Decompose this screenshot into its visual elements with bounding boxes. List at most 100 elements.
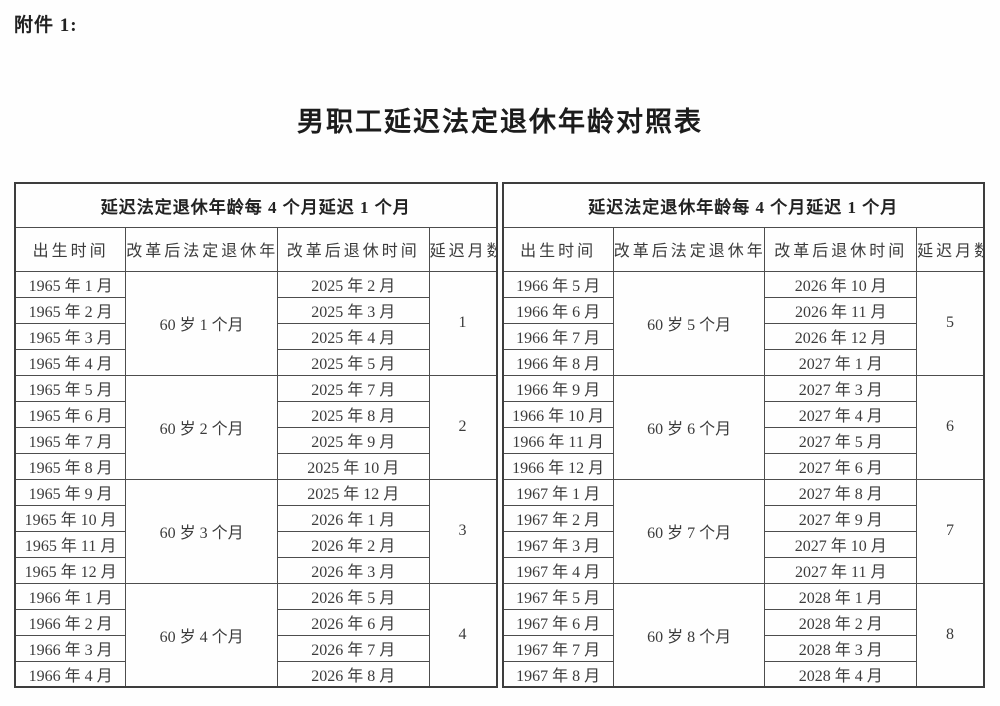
cell-delay-months: 4 — [428, 582, 498, 688]
cell-retirement-month: 2025 年 9 月 — [276, 426, 430, 454]
cell-birth-month: 1967 年 4 月 — [502, 556, 614, 584]
table-row: 1966 年 11 月 2027 年 5 月 — [502, 426, 985, 454]
cell-birth-month: 1965 年 10 月 — [14, 504, 127, 532]
cell-retirement-month: 2026 年 7 月 — [276, 634, 430, 662]
cell-birth-month: 1967 年 3 月 — [502, 530, 614, 558]
cell-delay-months: 3 — [428, 478, 498, 584]
cell-birth-month: 1965 年 11 月 — [14, 530, 127, 558]
cell-retirement-month: 2027 年 11 月 — [764, 556, 918, 584]
cell-retirement-month: 2026 年 12 月 — [764, 322, 918, 350]
table-row: 1966 年 8 月 2027 年 1 月 — [502, 348, 985, 376]
table-row: 1965 年 8 月 2025 年 10 月 — [14, 452, 497, 480]
table-group-header: 延迟法定退休年龄每 4 个月延迟 1 个月 — [502, 182, 985, 228]
table-row: 1966 年 10 月 2027 年 4 月 — [502, 400, 985, 428]
table-row: 1966 年 4 月 2026 年 8 月 — [14, 660, 497, 688]
cell-retirement-month: 2026 年 10 月 — [764, 270, 918, 298]
cell-retirement-month: 2028 年 2 月 — [764, 608, 918, 636]
cell-birth-month: 1966 年 7 月 — [502, 322, 614, 350]
table-row: 延迟法定退休年龄每 4 个月延迟 1 个月 — [502, 182, 985, 228]
cell-retirement-month: 2027 年 6 月 — [764, 452, 918, 480]
attachment-label: 附件 1: — [14, 15, 78, 36]
cell-retirement-month: 2027 年 10 月 — [764, 530, 918, 558]
cell-retirement-month: 2026 年 5 月 — [276, 582, 430, 610]
cell-birth-month: 1967 年 7 月 — [502, 634, 614, 662]
table-body-right: 1966 年 5 月 60 岁 5 个月 2026 年 10 月 5 1966 年 6 … — [502, 270, 985, 688]
cell-retirement-age: 60 岁 1 个月 — [125, 270, 278, 376]
retirement-table-right: 延迟法定退休年龄每 4 个月延迟 1 个月 出生时间 改革后法定退休年龄 改革后… — [501, 182, 985, 688]
table-row: 1965 年 10 月 2026 年 1 月 — [14, 504, 497, 532]
cell-birth-month: 1966 年 4 月 — [14, 660, 127, 688]
cell-retirement-month: 2026 年 1 月 — [276, 504, 430, 532]
cell-birth-month: 1965 年 7 月 — [14, 426, 127, 454]
table-row: 1965 年 3 月 2025 年 4 月 — [14, 322, 497, 350]
column-header-birth-time: 出生时间 — [502, 226, 614, 272]
cell-retirement-month: 2028 年 3 月 — [764, 634, 918, 662]
cell-retirement-age: 60 岁 8 个月 — [612, 582, 766, 688]
table-row: 1965 年 6 月 2025 年 8 月 — [14, 400, 497, 428]
cell-retirement-age: 60 岁 5 个月 — [612, 270, 766, 376]
table-body-left: 1965 年 1 月 60 岁 1 个月 2025 年 2 月 1 1965 年 2 月… — [14, 270, 498, 688]
column-header-retirement-time: 改革后退休时间 — [764, 226, 918, 272]
table-row: 延迟法定退休年龄每 4 个月延迟 1 个月 — [14, 182, 497, 228]
cell-retirement-month: 2027 年 5 月 — [764, 426, 918, 454]
cell-delay-months: 5 — [916, 270, 985, 376]
cell-delay-months: 7 — [916, 478, 985, 584]
cell-retirement-month: 2025 年 5 月 — [276, 348, 430, 376]
cell-birth-month: 1965 年 6 月 — [14, 400, 127, 428]
cell-retirement-month: 2028 年 4 月 — [764, 660, 918, 688]
cell-birth-month: 1967 年 2 月 — [502, 504, 614, 532]
cell-retirement-month: 2027 年 8 月 — [764, 478, 918, 506]
cell-birth-month: 1966 年 6 月 — [502, 296, 614, 324]
cell-retirement-month: 2026 年 6 月 — [276, 608, 430, 636]
table-row: 1965 年 7 月 2025 年 9 月 — [14, 426, 497, 454]
cell-birth-month: 1966 年 12 月 — [502, 452, 614, 480]
retirement-table-left: 延迟法定退休年龄每 4 个月延迟 1 个月 出生时间 改革后法定退休年龄 改革后… — [14, 182, 498, 688]
cell-birth-month: 1965 年 8 月 — [14, 452, 127, 480]
cell-birth-month: 1967 年 1 月 — [502, 478, 614, 506]
cell-retirement-month: 2026 年 11 月 — [764, 296, 918, 324]
cell-retirement-month: 2026 年 3 月 — [276, 556, 430, 584]
cell-delay-months: 8 — [916, 582, 985, 688]
cell-delay-months: 2 — [428, 374, 498, 480]
table-row: 1966 年 2 月 2026 年 6 月 — [14, 608, 497, 636]
cell-retirement-month: 2025 年 4 月 — [276, 322, 430, 350]
cell-retirement-month: 2026 年 8 月 — [276, 660, 430, 688]
column-header-retirement-age: 改革后法定退休年龄 — [125, 226, 278, 272]
cell-birth-month: 1965 年 12 月 — [14, 556, 127, 584]
table-row: 1967 年 8 月 2028 年 4 月 — [502, 660, 985, 688]
cell-retirement-month: 2025 年 2 月 — [276, 270, 430, 298]
cell-birth-month: 1966 年 2 月 — [14, 608, 127, 636]
table-row: 1967 年 7 月 2028 年 3 月 — [502, 634, 985, 662]
cell-birth-month: 1965 年 9 月 — [14, 478, 127, 506]
table-row: 1966 年 6 月 2026 年 11 月 — [502, 296, 985, 324]
cell-birth-month: 1967 年 6 月 — [502, 608, 614, 636]
table-row: 出生时间 改革后法定退休年龄 改革后退休时间 延迟月数 — [502, 226, 985, 272]
column-header-delay-months: 延迟月数 — [428, 226, 498, 272]
cell-birth-month: 1966 年 1 月 — [14, 582, 127, 610]
cell-delay-months: 6 — [916, 374, 985, 480]
cell-retirement-age: 60 岁 6 个月 — [612, 374, 766, 480]
cell-birth-month: 1965 年 4 月 — [14, 348, 127, 376]
cell-retirement-month: 2027 年 3 月 — [764, 374, 918, 402]
cell-retirement-month: 2026 年 2 月 — [276, 530, 430, 558]
cell-birth-month: 1965 年 3 月 — [14, 322, 127, 350]
cell-delay-months: 1 — [428, 270, 498, 376]
cell-birth-month: 1966 年 11 月 — [502, 426, 614, 454]
table-row: 1967 年 3 月 2027 年 10 月 — [502, 530, 985, 558]
column-header-retirement-time: 改革后退休时间 — [276, 226, 430, 272]
cell-retirement-age: 60 岁 4 个月 — [125, 582, 278, 688]
cell-birth-month: 1965 年 2 月 — [14, 296, 127, 324]
table-row: 1965 年 11 月 2026 年 2 月 — [14, 530, 497, 558]
cell-retirement-month: 2027 年 1 月 — [764, 348, 918, 376]
cell-birth-month: 1966 年 10 月 — [502, 400, 614, 428]
cell-birth-month: 1966 年 8 月 — [502, 348, 614, 376]
cell-birth-month: 1967 年 8 月 — [502, 660, 614, 688]
column-header-retirement-age: 改革后法定退休年龄 — [612, 226, 766, 272]
